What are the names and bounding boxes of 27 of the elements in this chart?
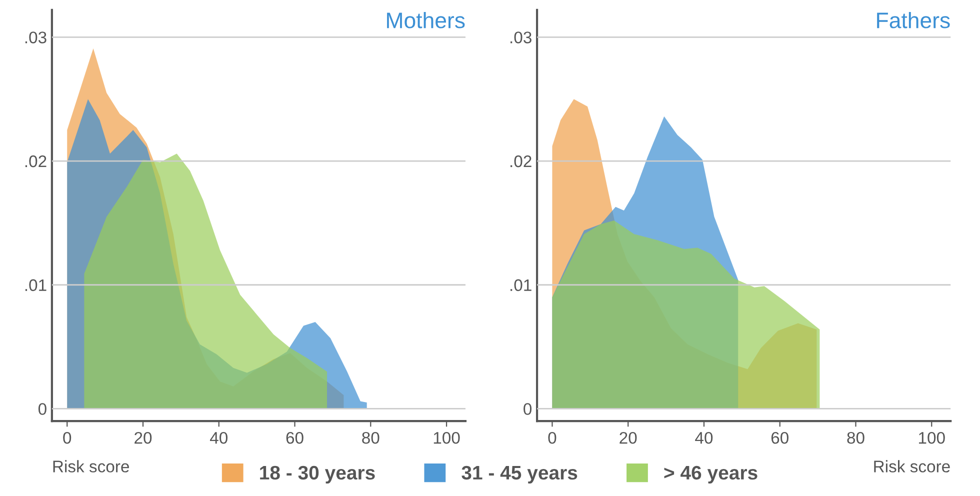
legend-label: 18 - 30 years [260,466,375,484]
chart-title: Fathers [877,12,950,28]
y-tick-label: .03 [25,32,46,44]
x-tick-label: 20 [620,432,637,444]
x-tick-label: 60 [771,432,788,444]
y-tick-label: .01 [25,279,46,292]
x-axis-title: Risk score [874,460,950,472]
x-axis-title: Risk score [53,460,129,472]
y-tick-label: 0 [524,403,532,415]
y-tick-label: 0 [38,403,46,415]
x-tick-label: 0 [548,432,556,444]
x-tick-label: 20 [134,432,152,444]
x-tick-label: 60 [286,432,304,444]
x-tick-label: 80 [362,432,380,444]
y-tick-label: .02 [25,155,46,168]
x-tick-label: 40 [695,432,713,444]
y-tick-label: .01 [510,279,532,292]
x-tick-label: 0 [63,432,72,444]
x-tick-label: 80 [847,432,864,444]
legend-label: > 46 years [664,466,758,484]
x-tick-label: 100 [919,432,945,444]
x-tick-label: 40 [210,432,228,444]
y-tick-label: .02 [510,155,532,168]
legend-label: 31 - 45 years [462,466,578,484]
y-tick-label: .03 [510,32,532,44]
chart-title: Mothers [387,12,465,28]
x-tick-label: 100 [434,432,460,444]
